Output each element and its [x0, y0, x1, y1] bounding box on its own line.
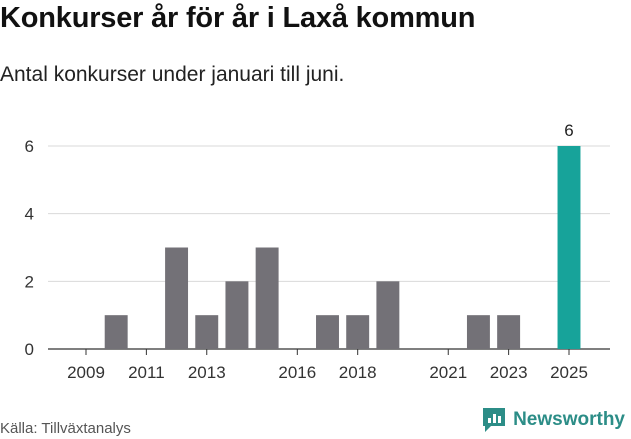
bar — [376, 281, 400, 349]
x-tick-label: 2013 — [188, 363, 226, 382]
bar — [104, 315, 128, 349]
chart-title: Konkurser år för år i Laxå kommun — [0, 2, 476, 34]
y-tick-label: 6 — [25, 137, 34, 156]
bar — [497, 315, 521, 349]
x-tick-label: 2023 — [490, 363, 528, 382]
bar — [195, 315, 219, 349]
bar — [225, 281, 249, 349]
x-tick-label: 2018 — [339, 363, 377, 382]
x-tick-label: 2021 — [429, 363, 467, 382]
bar — [165, 247, 189, 349]
y-tick-label: 4 — [25, 205, 34, 224]
bar — [255, 247, 279, 349]
chart-subtitle: Antal konkurser under januari till juni. — [0, 63, 345, 86]
y-tick-label: 0 — [25, 340, 34, 359]
x-tick-label: 2011 — [128, 363, 165, 382]
bar — [466, 315, 490, 349]
newsworthy-icon — [483, 408, 506, 432]
bar — [346, 315, 370, 349]
y-tick-label: 2 — [25, 272, 34, 291]
bar — [557, 146, 581, 349]
data-label: 6 — [564, 121, 573, 140]
brand-name: Newsworthy — [513, 409, 625, 430]
bar — [316, 315, 339, 349]
x-tick-label: 2025 — [550, 363, 588, 382]
x-tick-label: 2009 — [67, 363, 105, 382]
newsworthy-logo: Newsworthy — [481, 406, 625, 434]
x-tick-label: 2016 — [278, 363, 316, 382]
bar-chart: 0 2 4 6 6 2009 2011 2013 2016 2018 2021 2023 2025 — [25, 121, 610, 382]
source-note: Källa: Tillväxtanalys — [0, 420, 131, 437]
